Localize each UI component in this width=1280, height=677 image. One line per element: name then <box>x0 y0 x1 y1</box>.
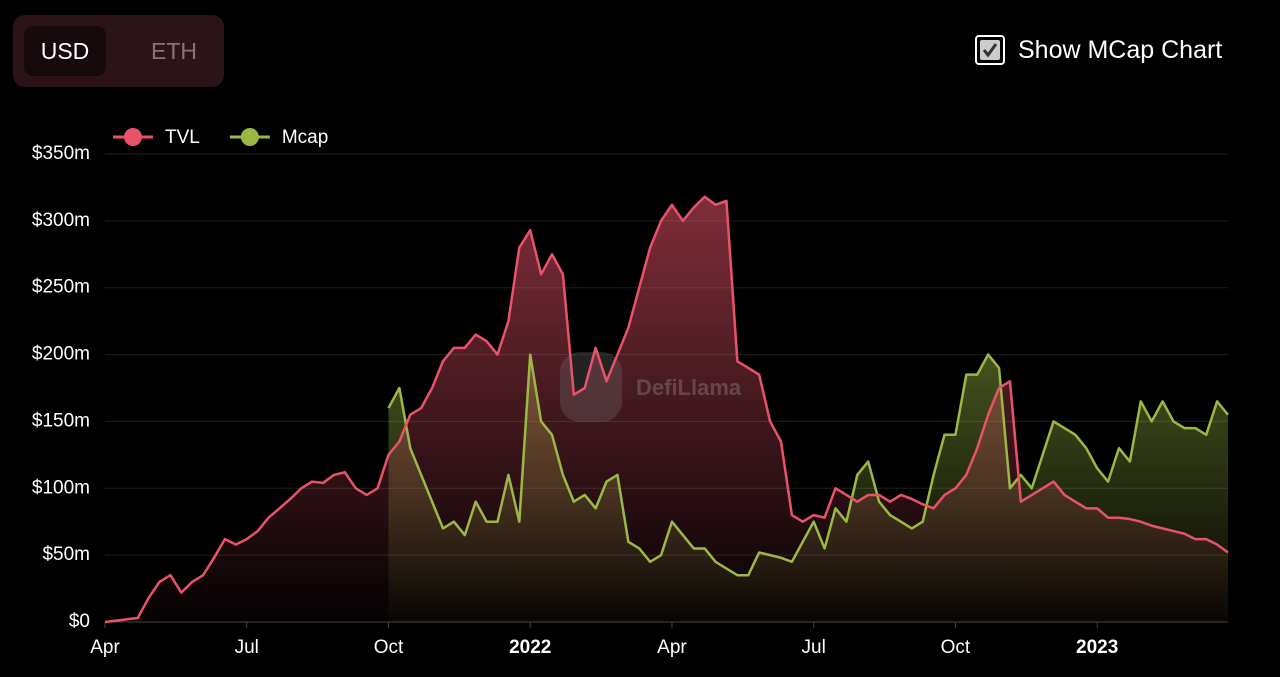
x-tick-label: Apr <box>90 637 120 658</box>
legend-item[interactable]: Mcap <box>229 127 328 148</box>
line <box>104 195 1229 624</box>
check-icon <box>982 43 998 58</box>
currency-toggle: USD ETH <box>13 15 224 87</box>
line <box>387 353 1229 577</box>
x-tick-label: 2023 <box>1076 637 1118 658</box>
currency-option[interactable]: ETH <box>151 38 197 64</box>
watermark-text: DefiLlama <box>636 375 742 400</box>
y-tick-label: $350m <box>32 143 90 164</box>
watermark: DefiLlama <box>560 352 742 422</box>
y-tick-label: $0 <box>69 611 90 632</box>
legend-swatch <box>240 128 259 146</box>
x-tick-label: Jul <box>802 637 826 658</box>
y-tick-label: $200m <box>32 344 90 365</box>
currency-option[interactable]: USD <box>24 26 106 76</box>
x-tick-label: Apr <box>657 637 687 658</box>
y-tick-label: $250m <box>32 277 90 298</box>
x-tick-label: Oct <box>374 637 404 658</box>
x-tick-label: Jul <box>235 637 259 658</box>
y-tick-label: $50m <box>42 544 90 565</box>
legend-swatch <box>124 128 142 146</box>
area <box>105 196 1228 622</box>
x-tick-label: Oct <box>941 637 971 658</box>
checkbox-label[interactable]: Show MCap Chart <box>1018 36 1223 64</box>
legend-item[interactable]: TVL <box>113 127 200 148</box>
checkbox[interactable] <box>975 35 1005 65</box>
y-tick-label: $100m <box>32 477 90 498</box>
y-tick-label: $300m <box>32 210 90 231</box>
x-tick-label: 2022 <box>509 637 551 658</box>
legend-label: TVL <box>165 127 200 148</box>
y-tick-label: $150m <box>32 410 90 431</box>
legend-label: Mcap <box>282 127 328 148</box>
